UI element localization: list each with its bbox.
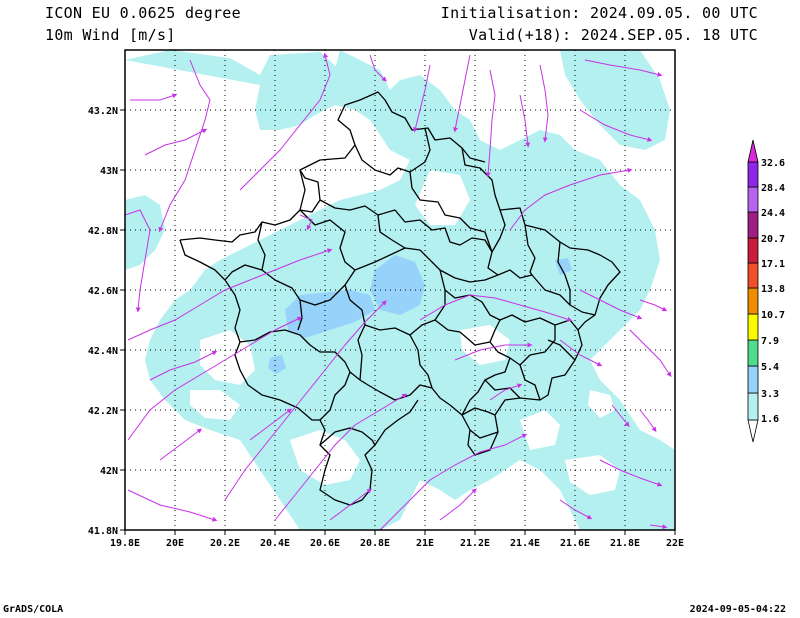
colorbar-label: 10.7 [761, 310, 785, 321]
lon-label: 19.8E [110, 538, 140, 549]
lat-label: 42.6N [88, 286, 118, 297]
colorbar-swatch [747, 365, 759, 394]
lon-label: 21.8E [610, 538, 640, 549]
lon-label: 22E [666, 538, 684, 549]
colorbar-swatch [747, 211, 759, 239]
lat-label: 41.8N [88, 526, 118, 537]
lat-label: 42.8N [88, 226, 118, 237]
lon-label: 20.6E [310, 538, 340, 549]
lat-label: 43N [100, 166, 118, 177]
calm-regions [190, 170, 620, 515]
colorbar-swatch [747, 392, 759, 421]
model-title: ICON EU 0.0625 degree [45, 4, 241, 22]
lon-label: 20E [166, 538, 184, 549]
latitude-labels: 43.2N 43N 42.8N 42.6N 42.4N 42.2N 42N 41… [88, 106, 118, 537]
valid-time: Valid(+18): 2024.SEP.05. 18 UTC [468, 26, 758, 44]
lon-label: 21.6E [560, 538, 590, 549]
colorbar [747, 139, 759, 443]
lon-label: 20.8E [360, 538, 390, 549]
wind-streamlines [125, 52, 672, 530]
axis-ticks [120, 109, 676, 535]
colorbar-swatch [747, 262, 759, 289]
colorbar-label: 7.9 [761, 336, 779, 347]
longitude-labels: 19.8E 20E 20.2E 20.4E 20.6E 20.8E 21E 21… [110, 538, 684, 549]
colorbar-label: 28.4 [761, 183, 785, 194]
lon-label: 20.2E [210, 538, 240, 549]
lon-label: 21.2E [460, 538, 490, 549]
admin-borders [179, 91, 621, 506]
lon-label: 21E [416, 538, 434, 549]
initialisation-time: Initialisation: 2024.09.05. 00 UTC [440, 4, 758, 22]
plot-area [125, 50, 675, 530]
colorbar-labels: 1.6 3.3 5.4 7.9 10.7 13.8 17.1 20.7 24.4… [761, 158, 785, 425]
lat-label: 43.2N [88, 106, 118, 117]
colorbar-swatch [747, 161, 759, 188]
colorbar-swatch [747, 186, 759, 213]
colorbar-label: 17.1 [761, 259, 785, 270]
colorbar-high-triangle [747, 139, 759, 163]
lat-label: 42.2N [88, 406, 118, 417]
lon-label: 21.4E [510, 538, 540, 549]
colorbar-swatch [747, 339, 759, 367]
colorbar-label: 20.7 [761, 234, 785, 245]
lon-label: 20.4E [260, 538, 290, 549]
colorbar-low-triangle [747, 419, 759, 443]
colorbar-swatch [747, 313, 759, 341]
colorbar-label: 32.6 [761, 158, 785, 169]
colorbar-label: 1.6 [761, 414, 779, 425]
software-credit: GrADS/COLA [3, 604, 64, 615]
variable-title: 10m Wind [m/s] [45, 26, 176, 44]
colorbar-label: 24.4 [761, 208, 785, 219]
colorbar-label: 3.3 [761, 389, 779, 400]
colorbar-swatch [747, 237, 759, 264]
colorbar-label: 5.4 [761, 362, 779, 373]
colorbar-label: 13.8 [761, 284, 785, 295]
render-timestamp: 2024-09-05-04:22 [689, 604, 786, 615]
colorbar-swatch [747, 287, 759, 315]
lat-label: 42N [100, 466, 118, 477]
lat-label: 42.4N [88, 346, 118, 357]
